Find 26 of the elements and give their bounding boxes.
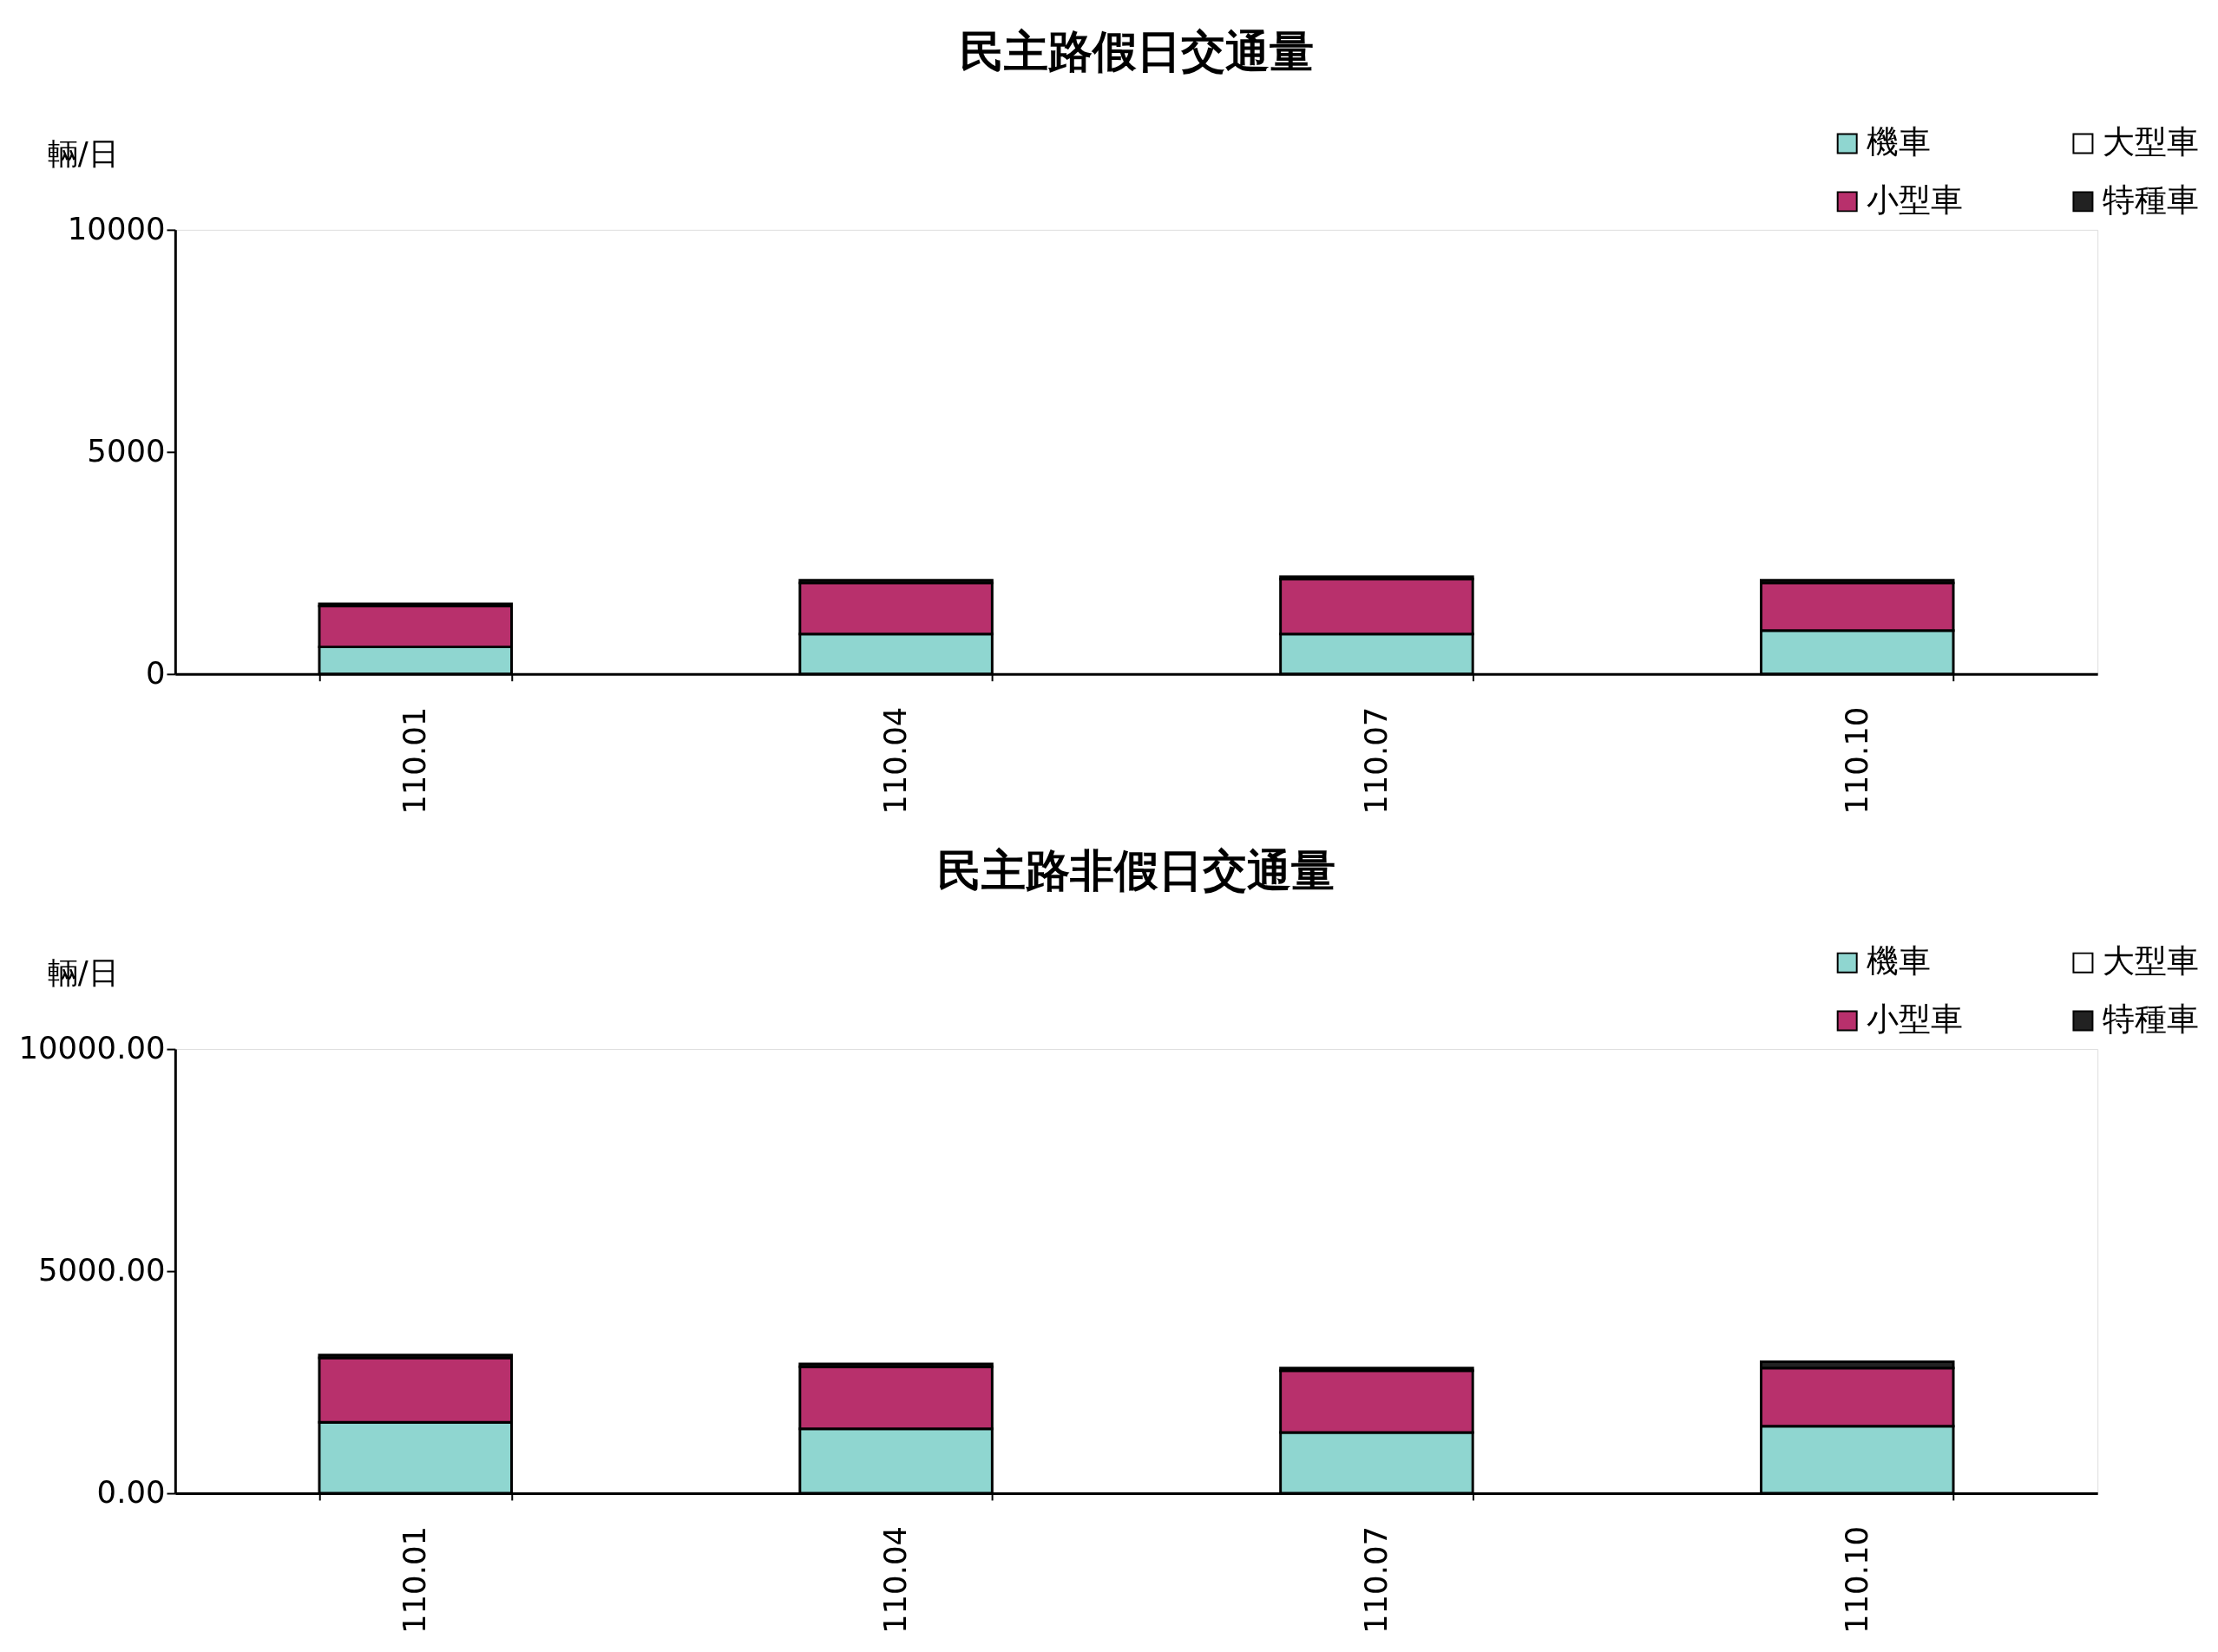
- x-tick-label: 110.07: [1357, 1525, 1394, 1634]
- x-tick-label: 110.01: [397, 1525, 433, 1634]
- y-axis-title: 輛/日: [47, 134, 119, 171]
- legend-label: 機車: [1867, 941, 1932, 980]
- y-axis-title: 輛/日: [47, 954, 119, 990]
- legend-label: 機車: [1867, 122, 1932, 161]
- x-tick-label: 110.04: [876, 706, 913, 815]
- y-tick-label: 10000.00: [18, 1030, 166, 1066]
- legend-label: 大型車: [2103, 941, 2200, 980]
- y-tick-label: 10000: [67, 211, 166, 247]
- x-tick-label: 110.04: [876, 1525, 913, 1634]
- x-tick-label: 110.10: [1838, 1525, 1874, 1634]
- legend-label: 大型車: [2103, 122, 2200, 161]
- legend-label: 小型車: [1867, 1000, 1964, 1039]
- legend-label: 特種車: [2103, 180, 2200, 220]
- y-tick-label: 5000.00: [37, 1252, 166, 1288]
- x-tick-label: 110.10: [1838, 706, 1874, 815]
- x-tick-label: 110.01: [397, 706, 433, 815]
- y-tick-label: 5000: [87, 433, 166, 469]
- legend-label: 特種車: [2103, 1000, 2200, 1039]
- y-tick-label: 0: [145, 655, 166, 692]
- chart-title: 民主路假日交通量: [959, 24, 1314, 77]
- chart-title: 民主路非假日交通量: [937, 844, 1336, 897]
- y-tick-label: 0.00: [96, 1474, 166, 1511]
- x-tick-label: 110.07: [1357, 706, 1394, 815]
- legend-label: 小型車: [1867, 180, 1964, 220]
